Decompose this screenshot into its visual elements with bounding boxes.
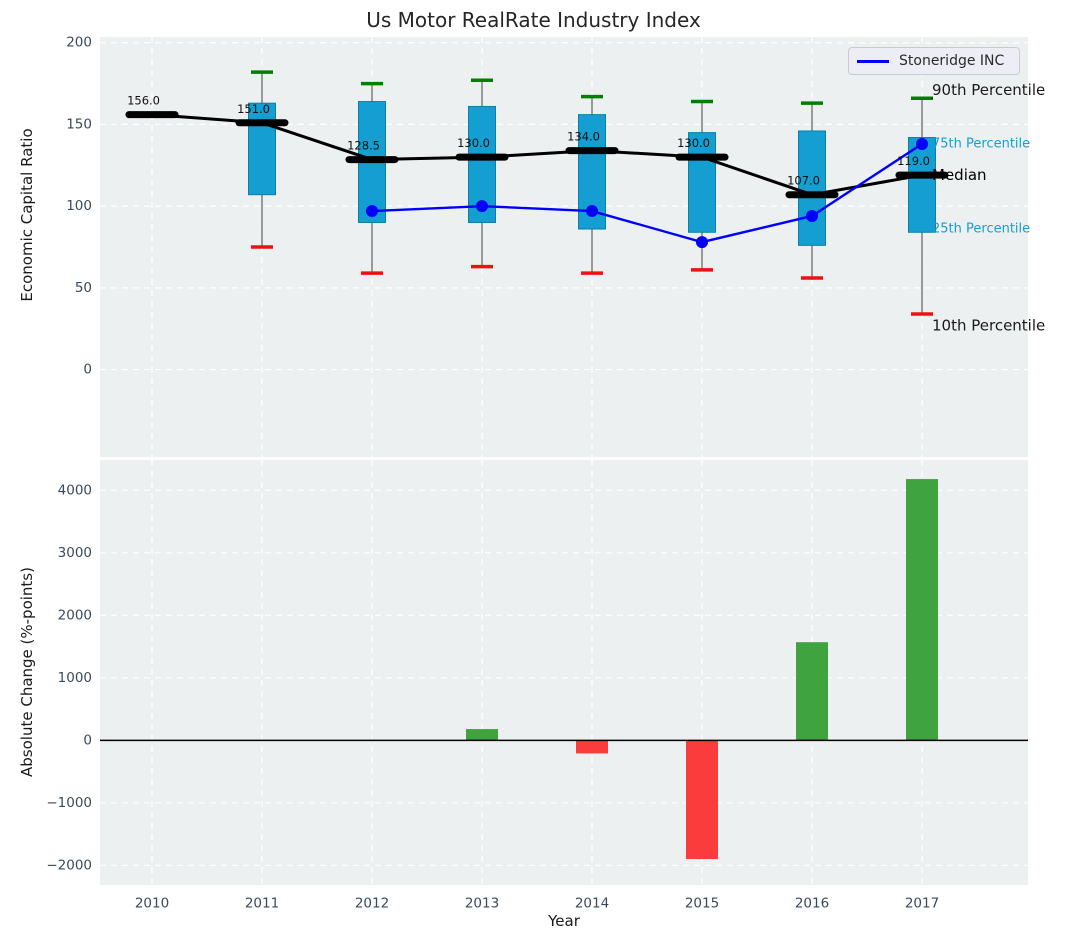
median-value-label-2016: 107.0 xyxy=(787,174,820,188)
median-value-label-2012: 128.5 xyxy=(347,139,380,153)
bottom-axes-background xyxy=(100,460,1028,885)
top-y-tick-50: 50 xyxy=(75,280,92,296)
median-line xyxy=(151,113,923,197)
bar-2013 xyxy=(466,729,498,741)
annotation-median: Median xyxy=(932,166,987,184)
median-value-label-2014: 134.0 xyxy=(567,130,600,144)
x-axis-label: Year xyxy=(548,912,580,930)
box-2011 xyxy=(248,102,276,196)
median-value-label-2017: 119.0 xyxy=(897,154,930,168)
stoneridge-line xyxy=(371,143,923,244)
stoneridge-point-2017 xyxy=(916,138,928,151)
top-y-tick-200: 200 xyxy=(66,35,92,51)
x-tick-2015: 2015 xyxy=(685,896,719,912)
stoneridge-point-2013 xyxy=(476,200,488,213)
box-2016 xyxy=(798,130,826,246)
box-2017 xyxy=(908,137,936,233)
x-tick-2012: 2012 xyxy=(355,896,389,912)
stoneridge-point-2012 xyxy=(366,205,378,218)
top-y-tick-100: 100 xyxy=(66,198,92,214)
bar-2016 xyxy=(796,642,828,741)
median-value-label-2015: 130.0 xyxy=(677,136,710,150)
bottom-y-tick-3000: 3000 xyxy=(58,545,92,561)
median-value-label-2013: 130.0 xyxy=(457,136,490,150)
bottom-y-tick-4000: 4000 xyxy=(58,482,92,498)
stoneridge-point-2015 xyxy=(696,236,708,249)
bottom-y-tick-1000: 1000 xyxy=(58,670,92,686)
legend-line-sample xyxy=(857,59,889,63)
annotation-25th-percentile: 25th Percentile xyxy=(932,222,1030,237)
top-y-tick-150: 150 xyxy=(66,116,92,132)
annotation-75th-percentile: 75th Percentile xyxy=(932,137,1030,152)
x-tick-2010: 2010 xyxy=(135,896,169,912)
x-tick-2016: 2016 xyxy=(795,896,829,912)
box-2015 xyxy=(688,132,716,233)
median-value-label-2011: 151.0 xyxy=(237,102,270,116)
stoneridge-point-2016 xyxy=(806,209,818,222)
annotation-10th-percentile: 10th Percentile xyxy=(932,316,1045,334)
x-tick-2013: 2013 xyxy=(465,896,499,912)
median-value-label-2010: 156.0 xyxy=(127,94,160,108)
chart-title: Us Motor RealRate Industry Index xyxy=(366,8,701,32)
x-tick-2011: 2011 xyxy=(245,896,279,912)
bar-2017 xyxy=(906,479,938,741)
legend-label: Stoneridge INC xyxy=(899,53,1005,69)
bottom-y-tick--1000: −1000 xyxy=(46,795,92,811)
x-tick-2017: 2017 xyxy=(905,896,939,912)
top-y-tick-0: 0 xyxy=(83,362,92,378)
bar-2014 xyxy=(576,740,608,754)
bottom-y-tick-2000: 2000 xyxy=(58,607,92,623)
legend: Stoneridge INC xyxy=(848,47,1020,75)
bar-2015 xyxy=(686,740,718,860)
bottom-y-tick--2000: −2000 xyxy=(46,857,92,873)
annotation-90th-percentile: 90th Percentile xyxy=(932,81,1045,99)
bottom-y-tick-0: 0 xyxy=(83,732,92,748)
stoneridge-point-2014 xyxy=(586,205,598,218)
x-tick-2014: 2014 xyxy=(575,896,609,912)
